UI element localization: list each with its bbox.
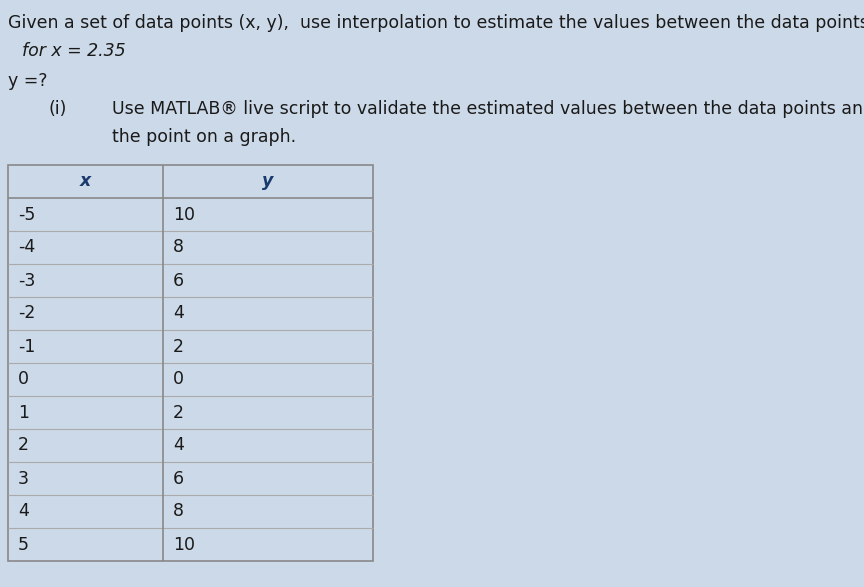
- Text: 4: 4: [173, 437, 184, 454]
- Text: -4: -4: [18, 238, 35, 257]
- Text: y: y: [263, 173, 274, 191]
- Text: 3: 3: [18, 470, 29, 487]
- Text: 10: 10: [173, 205, 195, 224]
- Text: 8: 8: [173, 502, 184, 521]
- Text: 1: 1: [18, 403, 29, 421]
- Text: -3: -3: [18, 272, 35, 289]
- Text: -1: -1: [18, 338, 35, 356]
- Text: 10: 10: [173, 535, 195, 554]
- Text: y =?: y =?: [8, 72, 48, 90]
- Text: 2: 2: [173, 338, 184, 356]
- Text: Given a set of data points (x, y),  use interpolation to estimate the values bet: Given a set of data points (x, y), use i…: [8, 14, 864, 32]
- Text: -5: -5: [18, 205, 35, 224]
- Text: x: x: [79, 173, 91, 191]
- Text: 8: 8: [173, 238, 184, 257]
- Bar: [8, 165, 373, 561]
- Text: Use MATLAB® live script to validate the estimated values between the data points: Use MATLAB® live script to validate the …: [112, 100, 864, 118]
- Text: 6: 6: [173, 272, 184, 289]
- Text: for x = 2.35: for x = 2.35: [22, 42, 125, 60]
- Text: 2: 2: [18, 437, 29, 454]
- Text: 4: 4: [18, 502, 29, 521]
- Text: (i): (i): [48, 100, 67, 118]
- Text: 0: 0: [173, 370, 184, 389]
- Text: 2: 2: [173, 403, 184, 421]
- Text: the point on a graph.: the point on a graph.: [112, 128, 296, 146]
- Text: 5: 5: [18, 535, 29, 554]
- Text: 0: 0: [18, 370, 29, 389]
- Text: 6: 6: [173, 470, 184, 487]
- Text: 4: 4: [173, 305, 184, 322]
- Text: -2: -2: [18, 305, 35, 322]
